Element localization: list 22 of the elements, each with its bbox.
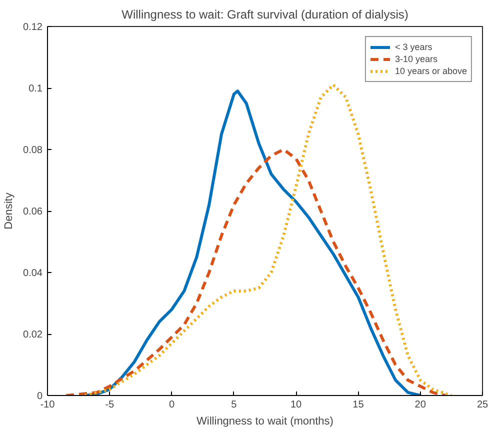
legend-label: < 3 years [394,41,432,53]
x-tick-label: 25 [476,400,488,410]
legend-label: 10 years or above [394,65,467,77]
x-tick-label: 10 [290,400,302,410]
y-tick-label: 0.04 [23,268,43,279]
x-tick-label: 0 [169,400,176,410]
x-tick-label: 5 [231,400,238,410]
line-series [64,148,447,396]
y-axis-title: Density [3,192,16,230]
y-tick-label: 0.1 [28,84,43,94]
x-tick-label: -5 [105,400,115,410]
x-axis-title: Willingness to wait (months) [196,416,334,428]
x-tick-label: 15 [352,400,364,410]
legend-label: 3-10 years [394,53,438,65]
y-tick-label: 0.12 [23,22,43,33]
y-tick-label: 0.08 [23,145,43,156]
y-tick-label: 0 [36,391,43,402]
x-tick-label: -10 [40,400,56,410]
y-tick-label: 0.06 [23,206,43,218]
chart-title: Willingness to wait: Graft survival (duration of dialysis) [122,8,408,22]
y-tick-label: 0.02 [23,330,43,340]
x-tick-label: 20 [414,400,426,410]
